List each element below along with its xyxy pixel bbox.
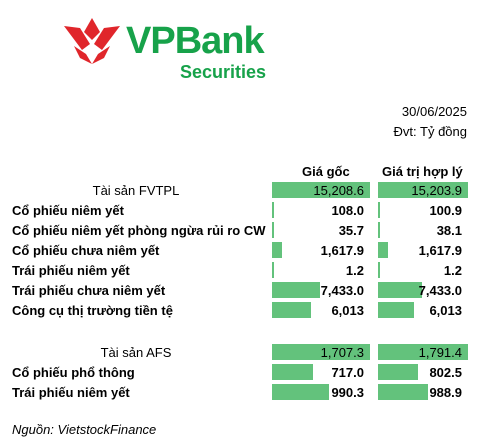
data-bar: [272, 364, 314, 380]
data-bar: [272, 182, 370, 198]
logo-sub: Securities: [180, 62, 267, 82]
cell-value: 990.3: [331, 385, 364, 400]
logo-icon: [64, 18, 120, 64]
cell-value: 1.2: [345, 263, 364, 278]
cell-value: 1.2: [443, 263, 462, 278]
row-label: Trái phiếu niêm yết: [12, 263, 130, 278]
cell-value: 1,617.9: [418, 243, 462, 258]
column-header: Giá gốc: [302, 164, 350, 179]
row-label: Cổ phiếu niêm yết: [12, 203, 124, 218]
row-label: Trái phiếu niêm yết: [12, 385, 130, 400]
data-bar: [378, 222, 380, 238]
data-bar: [378, 344, 468, 360]
data-bar: [272, 384, 329, 400]
cell-value: 15,208.6: [313, 183, 364, 198]
cell-value: 38.1: [436, 223, 462, 238]
cell-value: 15,203.9: [411, 183, 462, 198]
data-bar: [378, 202, 380, 218]
data-bar: [272, 344, 370, 360]
cell-value: 100.9: [429, 203, 462, 218]
data-bar: [378, 182, 468, 198]
cell-value: 7,433.0: [418, 283, 462, 298]
unit: Đvt: Tỷ đồng: [393, 124, 467, 139]
cell-value: 802.5: [429, 365, 462, 380]
cell-value: 35.7: [338, 223, 364, 238]
row-label: Tài sản FVTPL: [92, 183, 180, 198]
logo-name: VPBank: [126, 20, 265, 62]
data-bar: [378, 302, 414, 318]
date: 30/06/2025: [401, 104, 467, 119]
data-bar: [272, 302, 311, 318]
cell-value: 1,617.9: [320, 243, 364, 258]
data-bar: [378, 242, 388, 258]
cell-value: 1,707.3: [320, 345, 364, 360]
cell-value: 1,791.4: [418, 345, 462, 360]
data-bar: [378, 262, 380, 278]
row-label: Trái phiếu chưa niêm yết: [12, 283, 166, 298]
data-bar: [378, 282, 422, 298]
row-label: Tài sản AFS: [100, 345, 172, 360]
data-bar: [378, 384, 428, 400]
cell-value: 6,013: [331, 303, 364, 318]
column-header: Giá trị hợp lý: [382, 164, 463, 179]
data-bar: [272, 242, 283, 258]
data-bar: [378, 364, 419, 380]
row-label: Cổ phiếu phổ thông: [12, 365, 135, 380]
data-bar: [272, 282, 320, 298]
data-bar: [272, 222, 274, 238]
row-label: Cổ phiếu chưa niêm yết: [12, 243, 160, 258]
row-label: Cổ phiếu niêm yết phòng ngừa rủi ro CW: [12, 223, 266, 238]
cell-value: 7,433.0: [320, 283, 364, 298]
source: Nguồn: VietstockFinance: [12, 422, 157, 437]
cell-value: 717.0: [331, 365, 364, 380]
row-label: Công cụ thị trường tiền tệ: [12, 303, 173, 318]
cell-value: 988.9: [429, 385, 462, 400]
cell-value: 108.0: [331, 203, 364, 218]
cell-value: 6,013: [429, 303, 462, 318]
data-bar: [272, 202, 274, 218]
data-bar: [272, 262, 274, 278]
